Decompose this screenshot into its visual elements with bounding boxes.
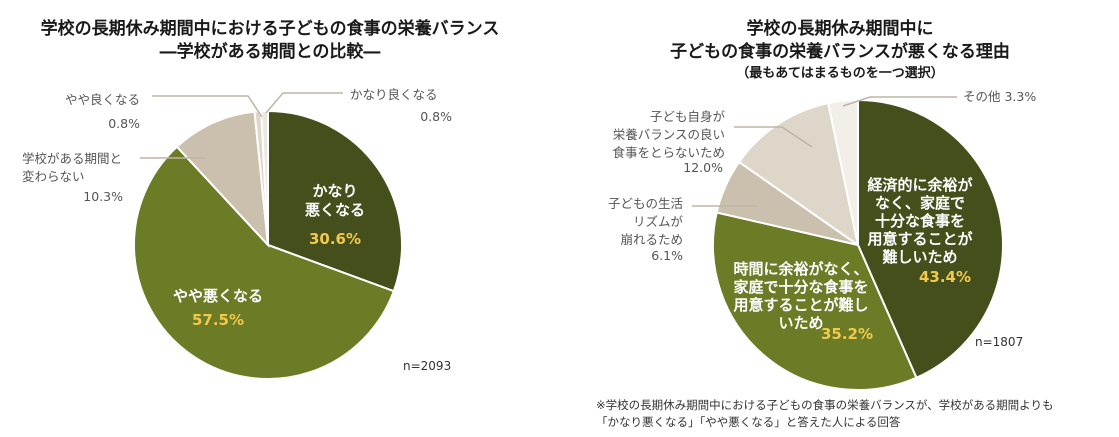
chart-1-slice-5-label: かなり良くなる — [350, 87, 438, 102]
chart-2-slice-2-label: いため — [778, 314, 823, 332]
chart-1-slice-1-value: 30.6% — [309, 230, 361, 248]
chart-2-subtitle: （最もあてはまるものを一つ選択） — [736, 66, 944, 81]
chart-2-slice-4-leader — [734, 126, 813, 148]
chart-1-slice-4-value: 0.8% — [108, 116, 140, 131]
chart-2-title-line-1: 学校の長期休み期間中に — [746, 19, 934, 39]
chart-2-slice-3-value: 6.1% — [651, 248, 683, 263]
chart-1-slice-3 — [175, 110, 270, 248]
chart-1-title-line-2: ―学校がある期間との比較― — [159, 42, 381, 62]
chart-1-slice-4-leader — [152, 95, 263, 118]
chart-2-slice-2-label: 家庭で十分な食事を — [733, 278, 868, 296]
chart-2-slice-1-label: なく、家庭で — [875, 194, 965, 212]
chart-2-slice-3-label: 子どもの生活 — [608, 196, 683, 211]
chart-1-slice-2-value: 57.5% — [192, 311, 244, 329]
chart-2-slice-4-value: 12.0% — [683, 160, 723, 175]
chart-2-sample-size: n=1807 — [975, 335, 1023, 349]
chart-1-slice-5-leader — [265, 92, 343, 114]
chart-2-slice-4-label: 栄養バランスの良い — [613, 127, 725, 142]
chart-1-slice-1 — [267, 109, 403, 293]
chart-2-slice-2-value: 35.2% — [821, 325, 873, 343]
footnote-line-1: ※学校の長期休み期間中における子どもの食事の栄養バランスが、学校がある期間よりも — [596, 398, 1054, 412]
chart-2-slice-1-label: 難しいため — [882, 248, 957, 266]
chart-1-slice-4-label: やや良くなる — [65, 92, 140, 107]
chart-2-slice-5-label: その他 3.3% — [963, 89, 1036, 104]
chart-2-title: 学校の長期休み期間中に 子どもの食事の栄養バランスが悪くなる理由 （最もあてはま… — [610, 18, 1070, 84]
chart-2-slice-2-label: 時間に余裕がなく、 — [733, 260, 868, 278]
chart-1-slice-1-label: かなり — [312, 182, 357, 200]
chart-2-slice-4-label: 食事をとらないため — [612, 145, 725, 160]
footnote-line-2: 「かなり悪くなる」「やや悪くなる」と答えた人による回答 — [596, 415, 901, 429]
chart-2-slice-3-label: リズムが — [633, 214, 684, 229]
chart-1-slice-2-label: やや悪くなる — [173, 287, 263, 305]
chart-2-slice-4-label: 子ども自身が — [650, 109, 726, 124]
chart-1-slice-5-value: 0.8% — [420, 109, 452, 124]
chart-2-slice-1-label: 用意することが — [867, 230, 973, 248]
chart-2-slice-1 — [857, 98, 1004, 380]
chart-2-slice-5 — [826, 98, 859, 246]
pie-chart-2: 経済的に余裕がなく、家庭で十分な食事を用意することが難しいため43.4%時間に余… — [608, 89, 1036, 392]
chart-1-sample-size: n=2093 — [403, 359, 451, 373]
chart-1-slice-3-label: 学校がある期間と — [22, 151, 122, 166]
chart-1-slice-1-label: 悪くなる — [305, 201, 365, 219]
chart-2-slice-3-label: 崩れるため — [620, 232, 683, 247]
chart-2-title-line-2: 子どもの食事の栄養バランスが悪くなる理由 — [670, 42, 1010, 62]
chart-1-slice-3-value: 10.3% — [83, 189, 123, 204]
chart-2-slice-4 — [737, 101, 860, 248]
chart-2-slice-5-leader — [842, 96, 957, 107]
chart-2-slice-1-label: 経済的に余裕が — [867, 176, 973, 194]
chart-1-title-line-1: 学校の長期休み期間中における子どもの食事の栄養バランス — [40, 19, 500, 39]
chart-1-slice-2 — [133, 145, 396, 380]
chart-2-slice-2 — [712, 211, 918, 392]
chart-1-title: 学校の長期休み期間中における子どもの食事の栄養バランス ―学校がある期間との比較… — [10, 18, 530, 64]
chart-1-slice-3-label: 変わらない — [22, 169, 85, 184]
chart-2-slice-1-value: 43.4% — [919, 268, 971, 286]
footnote: ※学校の長期休み期間中における子どもの食事の栄養バランスが、学校がある期間よりも… — [596, 397, 1116, 431]
chart-2-slice-1-label: 十分な食事を — [875, 212, 965, 230]
chart-2-slice-2-label: 用意することが難し — [733, 296, 868, 314]
